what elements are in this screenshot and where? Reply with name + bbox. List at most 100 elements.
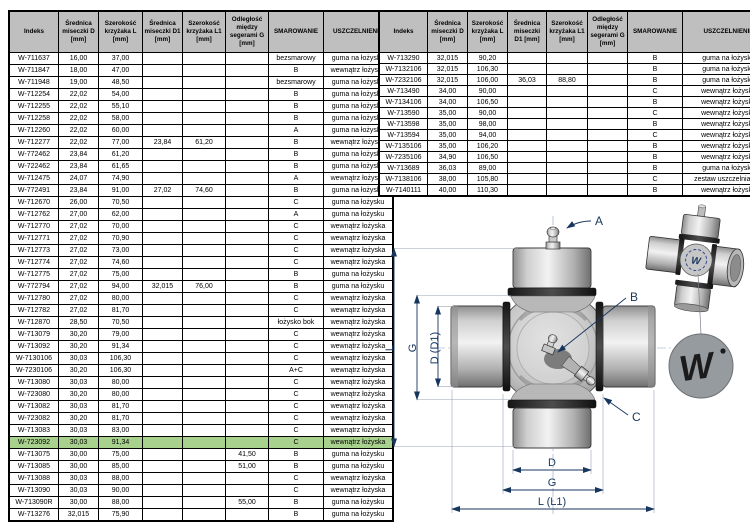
cell: W-713490 xyxy=(378,85,428,97)
cell: B xyxy=(627,151,683,163)
cell xyxy=(546,129,588,141)
cell xyxy=(546,173,588,185)
cell: 61,20 xyxy=(98,148,143,161)
cell: 48,50 xyxy=(98,76,143,89)
cell: 74,60 xyxy=(98,256,143,269)
cell xyxy=(182,436,226,449)
cell xyxy=(225,256,269,269)
cell xyxy=(225,112,269,125)
cell: 23,84 xyxy=(58,160,99,173)
cell: 80,00 xyxy=(98,388,143,401)
cell: 37,00 xyxy=(98,52,143,65)
cell: 70,90 xyxy=(98,232,143,245)
cell xyxy=(182,424,226,437)
cell: C xyxy=(268,304,324,317)
grease-fitting-angled xyxy=(561,355,596,386)
cell xyxy=(182,292,226,305)
cell xyxy=(546,96,588,108)
cell xyxy=(182,124,226,137)
cell xyxy=(546,85,588,97)
cell xyxy=(142,472,183,485)
cell: 106,30 xyxy=(98,352,143,365)
cell: 30,03 xyxy=(58,436,99,449)
cell: W-7135106 xyxy=(378,140,428,152)
cell: 106,20 xyxy=(467,140,508,152)
cell: 30,03 xyxy=(58,424,99,437)
column-header: Średnica miseczki D1 [mm] xyxy=(142,10,183,53)
cell: 85,00 xyxy=(98,460,143,473)
column-header: Szerokość krzyżaka L1 [mm] xyxy=(182,10,226,53)
cell xyxy=(182,448,226,461)
cell: C xyxy=(268,376,324,389)
cell: 35,00 xyxy=(427,118,468,130)
cell xyxy=(225,172,269,185)
cell: C xyxy=(268,220,324,233)
cell: 30,20 xyxy=(58,340,99,353)
column-header: Indeks xyxy=(378,10,428,53)
cell xyxy=(142,148,183,161)
cell: 32,015 xyxy=(427,74,468,86)
cell xyxy=(587,74,628,86)
cell xyxy=(225,400,269,413)
callout-lines xyxy=(557,220,629,416)
cell: 40,00 xyxy=(427,184,468,197)
cell: 30,00 xyxy=(58,496,99,509)
cell: W-713083 xyxy=(8,424,59,437)
cell: W-711847 xyxy=(8,64,59,77)
cell xyxy=(225,364,269,377)
column-header: Szerokość krzyżaka L [mm] xyxy=(467,10,508,53)
cell xyxy=(225,88,269,101)
cell: 61,20 xyxy=(182,136,226,149)
cell xyxy=(182,472,226,485)
cell: 27,02 xyxy=(58,220,99,233)
cell: W-723092 xyxy=(8,436,59,449)
cell: W-712255 xyxy=(8,100,59,113)
cell: C xyxy=(268,388,324,401)
cell: 105,80 xyxy=(467,173,508,185)
cell: W-712774 xyxy=(8,256,59,269)
cell xyxy=(142,52,183,65)
cell xyxy=(182,388,226,401)
cell: 30,03 xyxy=(58,400,99,413)
logo-magnifier: W xyxy=(668,333,734,399)
bottom-bearing-cup xyxy=(507,383,597,449)
cell xyxy=(142,172,183,185)
cell: W-712670 xyxy=(8,196,59,209)
cell: 27,02 xyxy=(58,292,99,305)
cell xyxy=(142,208,183,221)
cell xyxy=(225,280,269,293)
cell: B xyxy=(627,52,683,64)
cell: B xyxy=(268,148,324,161)
cell: 90,00 xyxy=(467,85,508,97)
cell xyxy=(142,424,183,437)
cell xyxy=(142,460,183,473)
cell: 81,70 xyxy=(98,400,143,413)
cell xyxy=(225,484,269,497)
cell xyxy=(225,292,269,305)
cell: W-712258 xyxy=(8,112,59,125)
cell xyxy=(182,376,226,389)
dim-label-g: G xyxy=(407,344,419,353)
cell: W-7138106 xyxy=(378,173,428,185)
cell: C xyxy=(268,436,324,449)
cell xyxy=(142,352,183,365)
cell: 35,00 xyxy=(427,140,468,152)
cell: 83,00 xyxy=(98,424,143,437)
cell: 81,70 xyxy=(98,412,143,425)
cell: 22,02 xyxy=(58,136,99,149)
cell: 77,00 xyxy=(98,136,143,149)
